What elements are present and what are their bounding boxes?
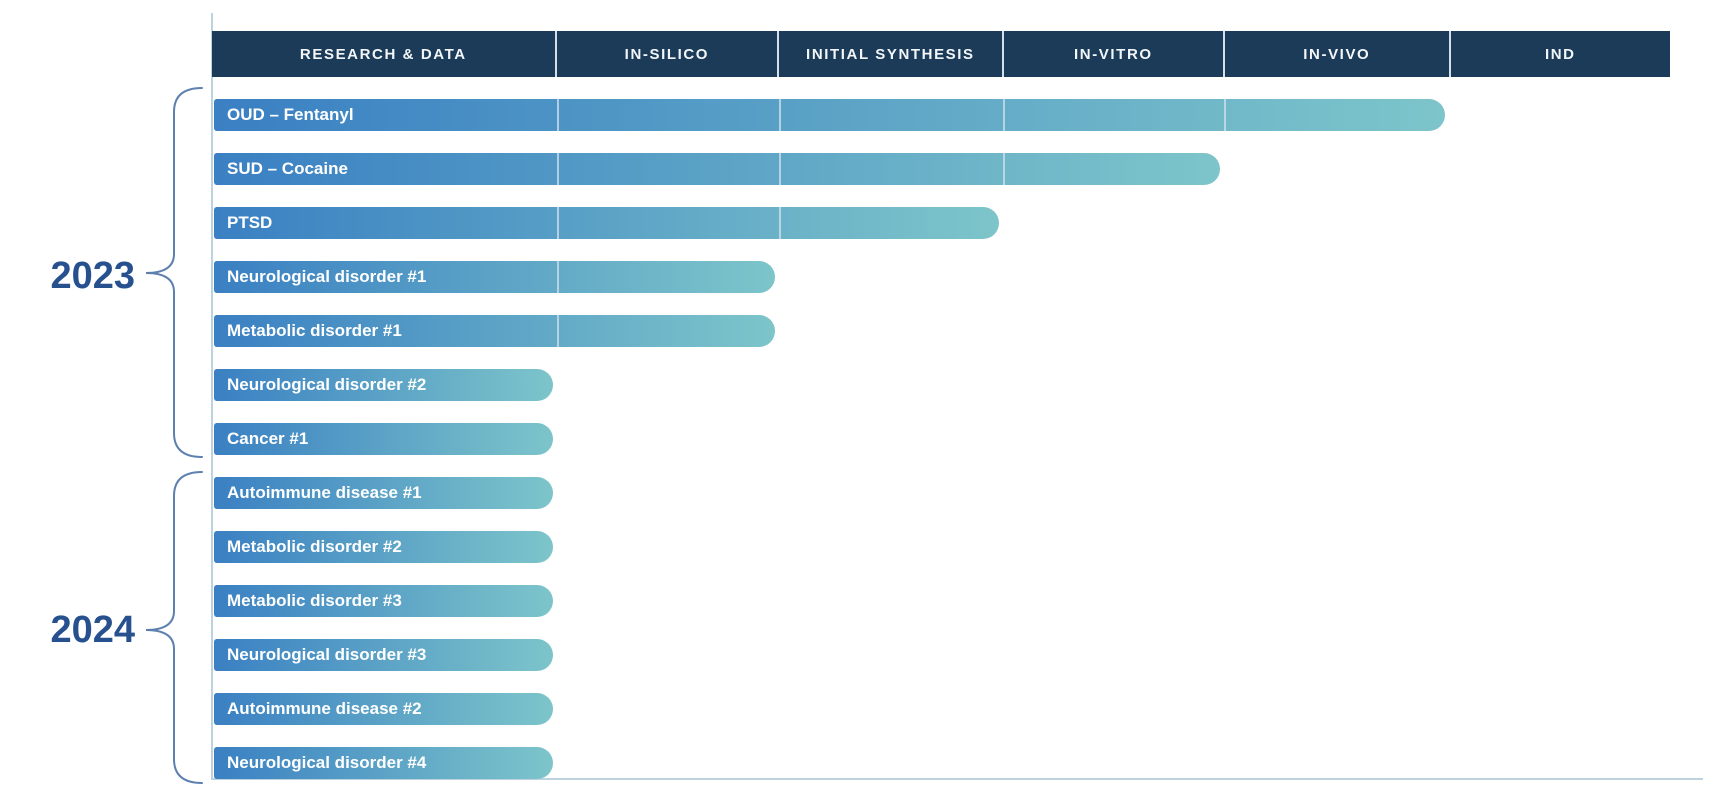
pipeline-bar-metabolic-1: Metabolic disorder #1 [214, 315, 775, 347]
pipeline-bar-neurological-1: Neurological disorder #1 [214, 261, 775, 293]
bar-label: Autoimmune disease #1 [227, 483, 422, 502]
stage-divider [557, 99, 559, 131]
stage-divider [779, 207, 781, 239]
stage-divider [779, 153, 781, 185]
pipeline-bar-oud-fentanyl: OUD – Fentanyl [214, 99, 1445, 131]
stage-header-in-vitro: IN-VITRO [1001, 31, 1223, 77]
stage-divider [779, 99, 781, 131]
stage-header-row: RESEARCH & DATA IN-SILICO INITIAL SYNTHE… [212, 31, 1670, 77]
stage-divider [557, 207, 559, 239]
pipeline-bar-ptsd: PTSD [214, 207, 999, 239]
pipeline-bar-metabolic-3: Metabolic disorder #3 [214, 585, 553, 617]
bar-label: Metabolic disorder #1 [227, 321, 402, 340]
axis-vertical-line [211, 13, 213, 780]
bar-label: OUD – Fentanyl [227, 105, 354, 124]
bar-label: Neurological disorder #3 [227, 645, 427, 664]
stage-header-in-vivo: IN-VIVO [1223, 31, 1448, 77]
pipeline-bar-autoimmune-1: Autoimmune disease #1 [214, 477, 553, 509]
bar-label: Neurological disorder #2 [227, 375, 427, 394]
bar-label: SUD – Cocaine [227, 159, 348, 178]
axis-horizontal-line [211, 778, 1703, 780]
bracket-2023 [145, 87, 203, 458]
pipeline-bar-metabolic-2: Metabolic disorder #2 [214, 531, 553, 563]
year-label-2023: 2023 [50, 255, 135, 297]
bar-label: Neurological disorder #1 [227, 267, 427, 286]
stage-divider [1003, 99, 1005, 131]
stage-divider [557, 153, 559, 185]
stage-divider [557, 261, 559, 293]
bar-label: Autoimmune disease #2 [227, 699, 422, 718]
bar-label: Neurological disorder #4 [227, 753, 427, 772]
stage-divider [1224, 99, 1226, 131]
stage-divider [557, 315, 559, 347]
pipeline-bar-autoimmune-2: Autoimmune disease #2 [214, 693, 553, 725]
stage-header-initial-synthesis: INITIAL SYNTHESIS [777, 31, 1001, 77]
stage-header-in-silico: IN-SILICO [554, 31, 777, 77]
stage-header-ind: IND [1448, 31, 1670, 77]
bracket-2024 [145, 471, 203, 784]
pipeline-bar-neurological-2: Neurological disorder #2 [214, 369, 553, 401]
bar-label: Metabolic disorder #3 [227, 591, 402, 610]
pipeline-bar-neurological-4: Neurological disorder #4 [214, 747, 553, 779]
bar-label: Cancer #1 [227, 429, 309, 448]
pipeline-bar-cancer-1: Cancer #1 [214, 423, 553, 455]
stage-header-research-data: RESEARCH & DATA [299, 45, 467, 63]
stage-divider [1003, 153, 1005, 185]
year-label-2024: 2024 [50, 609, 135, 651]
bar-label: Metabolic disorder #2 [227, 537, 402, 556]
pipeline-bar-sud-cocaine: SUD – Cocaine [214, 153, 1220, 185]
pipeline-bar-neurological-3: Neurological disorder #3 [214, 639, 553, 671]
bar-label: PTSD [227, 213, 273, 232]
